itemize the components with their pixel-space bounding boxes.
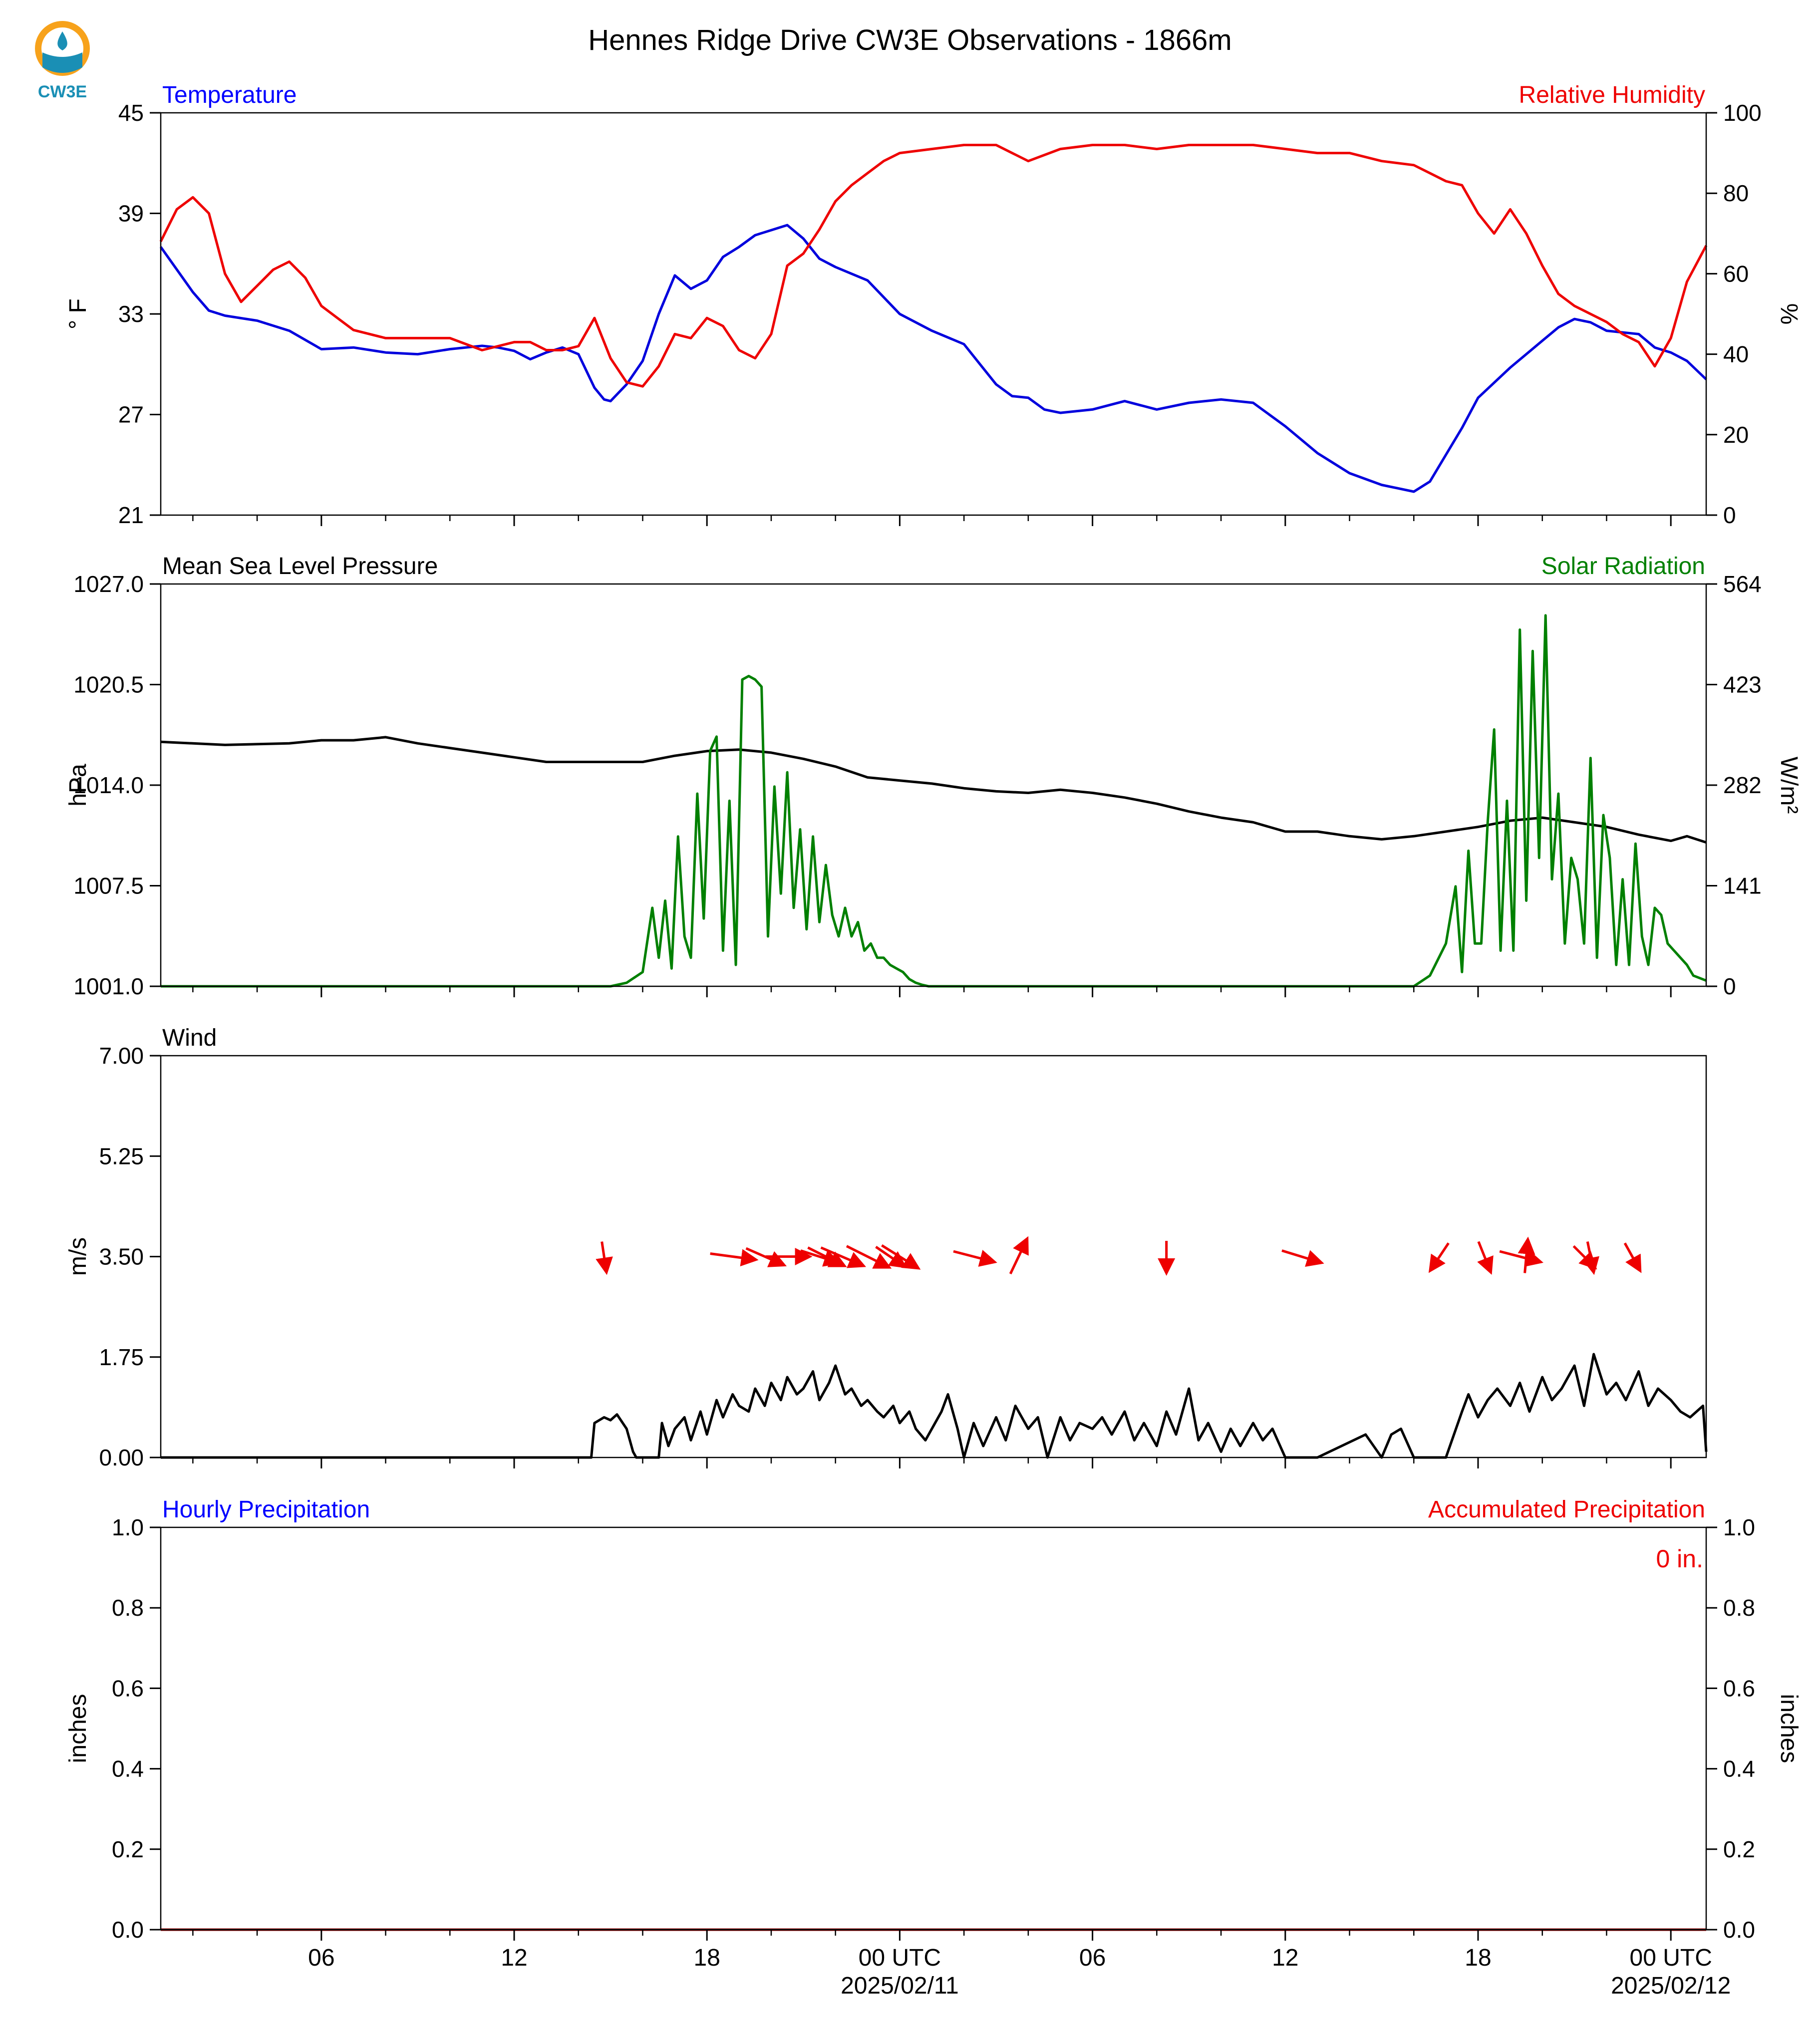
wind-vector	[1281, 1249, 1324, 1267]
y-left-tick-label: 0.6	[112, 1675, 144, 1701]
y-left-tick-label: 1020.5	[73, 672, 144, 698]
y-left-tick-label: 33	[118, 301, 144, 327]
y-right-axis-label: W/m²	[1776, 757, 1802, 814]
panel-left-title: Hourly Precipitation	[162, 1496, 370, 1523]
x-tick-label: 00 UTC	[1630, 1945, 1712, 1971]
x-tick-label: 06	[1079, 1945, 1106, 1971]
figure-title: Hennes Ridge Drive CW3E Observations - 1…	[588, 24, 1231, 56]
y-right-tick-label: 282	[1723, 772, 1762, 798]
y-right-tick-label: 0.8	[1723, 1595, 1755, 1621]
wind-vector	[1428, 1242, 1450, 1273]
y-left-tick-label: 21	[118, 502, 144, 528]
y-right-axis-label: inches	[1776, 1694, 1802, 1763]
y-right-tick-label: 0.2	[1723, 1836, 1755, 1862]
panel-frame	[160, 1055, 1707, 1458]
wind-vector	[596, 1241, 613, 1275]
y-right-tick-label: 0.6	[1723, 1675, 1755, 1701]
wind-vector	[1499, 1250, 1543, 1267]
wind-vector	[1623, 1242, 1642, 1273]
y-left-tick-label: 45	[118, 100, 144, 126]
x-tick-label: 12	[1272, 1945, 1298, 1971]
accumulated-precip-annotation: 0 in.	[1656, 1545, 1703, 1573]
y-left-tick-label: 1.0	[112, 1514, 144, 1540]
y-left-tick-label: 0.8	[112, 1595, 144, 1621]
x-tick-label: 00 UTC	[859, 1945, 941, 1971]
x-tick-label: 18	[1465, 1945, 1491, 1971]
x-tick-label: 18	[694, 1945, 720, 1971]
y-left-tick-label: 5.25	[99, 1143, 144, 1169]
y-left-tick-label: 1001.0	[73, 973, 144, 999]
series-line-wind	[161, 1353, 1708, 1459]
y-left-tick-label: 3.50	[99, 1244, 144, 1270]
y-left-axis-label: inches	[65, 1694, 91, 1763]
wind-vector	[875, 1245, 908, 1268]
y-left-axis-label: hPa	[65, 764, 91, 807]
wind-vector	[820, 1246, 867, 1268]
y-right-tick-label: 0.0	[1723, 1917, 1755, 1943]
series-line-solar-radiation	[161, 614, 1707, 988]
y-left-tick-label: 0.2	[112, 1836, 144, 1862]
series-line-relative-humidity	[159, 144, 1708, 388]
y-left-tick-label: 1014.0	[73, 772, 144, 798]
y-right-tick-label: 0	[1723, 502, 1736, 528]
wind-vector	[807, 1246, 847, 1267]
y-left-tick-label: 1027.0	[73, 571, 144, 597]
y-left-axis-label: ° F	[65, 298, 91, 329]
y-left-tick-label: 1007.5	[73, 873, 144, 899]
panel-left-title: Mean Sea Level Pressure	[162, 553, 438, 579]
x-tick-label: 06	[308, 1945, 334, 1971]
y-right-tick-label: 423	[1723, 672, 1762, 698]
panel-frame	[160, 1526, 1707, 1931]
wind-vector	[710, 1249, 759, 1267]
panel-pressure_solar	[150, 583, 1717, 997]
wind-vector	[881, 1244, 921, 1270]
x-date-label: 2025/02/12	[1611, 1973, 1731, 1999]
wind-vector	[1517, 1236, 1535, 1273]
y-right-tick-label: 0.4	[1723, 1756, 1755, 1782]
series-line-temperature	[159, 224, 1707, 493]
series-line-mean-sea-level-pressure	[160, 736, 1707, 844]
logo-text: CW3E	[38, 82, 87, 101]
y-right-tick-label: 20	[1723, 422, 1749, 448]
y-left-axis-label: m/s	[65, 1237, 91, 1276]
panel-left-title: Wind	[162, 1025, 217, 1051]
wind-vector	[745, 1247, 787, 1267]
y-right-tick-label: 40	[1723, 341, 1749, 367]
y-left-tick-label: 27	[118, 402, 144, 428]
y-left-tick-label: 39	[118, 201, 144, 227]
x-tick-label: 12	[501, 1945, 527, 1971]
y-left-tick-label: 7.00	[99, 1043, 144, 1069]
wind-vector	[1477, 1241, 1494, 1275]
y-left-tick-label: 1.75	[99, 1344, 144, 1370]
y-left-tick-label: 0.0	[112, 1917, 144, 1943]
panel-right-title: Solar Radiation	[1541, 553, 1705, 579]
cw3e-logo: CW3E	[35, 21, 90, 101]
wind-vector	[1582, 1241, 1599, 1275]
y-right-tick-label: 141	[1723, 873, 1762, 899]
panel-temperature_humidity	[150, 112, 1717, 526]
wind-vector	[953, 1250, 997, 1267]
y-right-axis-label: %	[1776, 303, 1802, 325]
y-right-tick-label: 564	[1723, 571, 1762, 597]
panel-left-title: Temperature	[162, 82, 297, 108]
x-date-label: 2025/02/11	[841, 1973, 959, 1999]
y-right-tick-label: 60	[1723, 261, 1749, 287]
y-right-tick-label: 0	[1723, 973, 1736, 999]
panel-wind	[150, 1055, 1708, 1468]
y-right-tick-label: 80	[1723, 180, 1749, 206]
wind-vector	[1009, 1236, 1029, 1275]
panel-precipitation	[150, 1526, 1717, 1941]
y-right-tick-label: 1.0	[1723, 1514, 1755, 1540]
y-left-tick-label: 0.00	[99, 1445, 144, 1470]
panel-right-title: Relative Humidity	[1519, 82, 1705, 108]
panel-frame	[160, 112, 1707, 516]
y-left-tick-label: 0.4	[112, 1756, 144, 1782]
y-right-tick-label: 100	[1723, 100, 1762, 126]
wind-vector	[846, 1245, 892, 1269]
panel-right-title: Accumulated Precipitation	[1428, 1496, 1705, 1523]
